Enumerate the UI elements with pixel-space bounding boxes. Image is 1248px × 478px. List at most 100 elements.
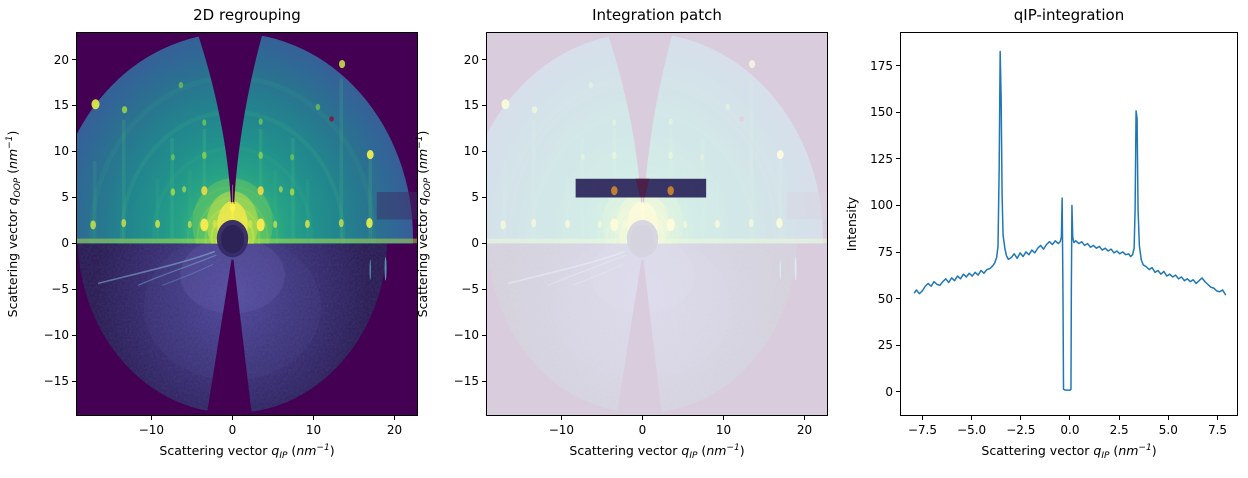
y-tick-mark xyxy=(896,111,900,113)
patch-spot xyxy=(611,186,618,196)
x-tick-mark xyxy=(150,416,152,420)
axis-label-segment: −1 xyxy=(415,135,425,149)
axis-label-segment: −1 xyxy=(726,443,740,453)
y-tick-mark xyxy=(896,298,900,300)
y-tick-mark xyxy=(72,334,76,336)
axis-label-segment: Scattering vector xyxy=(5,205,20,318)
y-tick-label: 20 xyxy=(53,52,69,67)
detector-image-faded xyxy=(487,33,827,415)
axes-2d-regrouping xyxy=(76,32,418,416)
x-tick-label: 0 xyxy=(638,423,647,437)
intensity-profile-line xyxy=(913,50,1227,391)
y-tick-mark xyxy=(72,150,76,152)
axis-label-segment: −1 xyxy=(5,135,15,149)
y-tick-label: 150 xyxy=(870,105,893,120)
axis-label-segment: nm xyxy=(1118,443,1139,458)
y-tick-label: 10 xyxy=(463,144,479,159)
axis-label-segment: ( xyxy=(697,443,707,458)
x-tick-mark xyxy=(560,416,562,420)
axis-label-segment: IP xyxy=(1101,451,1110,461)
x-tick-mark xyxy=(641,416,643,420)
patch-wedge-shadow xyxy=(635,178,650,198)
axis-label-segment: Scattering vector xyxy=(415,205,430,318)
x-tick-label: 10 xyxy=(715,423,732,437)
x-tick-label: −10 xyxy=(548,423,575,437)
x-tick-label: 0 xyxy=(228,423,237,437)
plot-title-integration-patch: Integration patch xyxy=(592,6,722,24)
y-tick-mark xyxy=(72,59,76,61)
y-tick-label: −15 xyxy=(43,374,69,389)
axes-qip-integration xyxy=(900,32,1238,416)
y-tick-mark xyxy=(482,150,486,152)
x-axis-label-qip: Scattering vector qIP (nm−1) xyxy=(76,440,418,464)
axis-label-segment: nm xyxy=(296,443,317,458)
axis-label-segment: IP xyxy=(279,451,288,461)
y-tick-mark xyxy=(72,380,76,382)
y-tick-label: −10 xyxy=(453,328,479,343)
y-tick-label: 0 xyxy=(61,236,69,251)
axis-label-segment: ( xyxy=(1109,443,1119,458)
axis-label-segment: ) xyxy=(329,443,335,458)
x-tick-mark xyxy=(1118,416,1120,420)
y-tick-label: 5 xyxy=(471,190,479,205)
axis-label-segment: Scattering vector xyxy=(569,443,682,458)
y-tick-label: 10 xyxy=(53,144,69,159)
patch-visible-spots xyxy=(611,186,674,196)
axis-label-segment: Scattering vector xyxy=(159,443,272,458)
plot-title-qip-integration: qIP-integration xyxy=(1013,6,1125,24)
axes-integration-patch xyxy=(486,32,828,416)
y-tick-label: 0 xyxy=(471,236,479,251)
x-tick-label: 20 xyxy=(386,423,403,437)
plot-title-2d-regrouping: 2D regrouping xyxy=(193,6,301,24)
y-tick-label: −5 xyxy=(51,282,69,297)
y-tick-label: 15 xyxy=(53,98,69,113)
y-tick-mark xyxy=(72,104,76,106)
y-tick-mark xyxy=(482,380,486,382)
axis-label-segment: ( xyxy=(5,168,20,178)
x-tick-label: 7.5 xyxy=(1207,423,1228,437)
x-tick-mark xyxy=(1167,416,1169,420)
y-tick-label: 25 xyxy=(877,338,893,353)
y-tick-mark xyxy=(896,65,900,67)
y-tick-mark xyxy=(482,196,486,198)
axis-label-segment: ( xyxy=(415,168,430,178)
x-tick-mark xyxy=(921,416,923,420)
y-tick-label: 75 xyxy=(877,245,893,260)
x-tick-label: 20 xyxy=(796,423,813,437)
patch-spot xyxy=(667,186,674,196)
y-tick-label: 15 xyxy=(463,98,479,113)
x-tick-mark xyxy=(1020,416,1022,420)
x-tick-label: 0.0 xyxy=(1060,423,1080,437)
axis-label-segment: ) xyxy=(739,443,745,458)
axis-label-segment: q xyxy=(271,443,280,458)
y-tick-label: 100 xyxy=(870,198,893,213)
y-tick-mark xyxy=(482,242,486,244)
intensity-profile-chart xyxy=(913,50,1227,391)
axis-label-segment: IP xyxy=(689,451,698,461)
axis-label-segment: ) xyxy=(415,130,430,136)
y-tick-label: 50 xyxy=(877,291,893,306)
axis-label-segment: −1 xyxy=(1138,443,1152,453)
axis-label-segment: ( xyxy=(287,443,297,458)
y-tick-mark xyxy=(896,344,900,346)
axis-label-segment: −1 xyxy=(316,443,330,453)
y-tick-label: 125 xyxy=(870,151,893,166)
axis-label-segment: ) xyxy=(1151,443,1157,458)
y-tick-label: −5 xyxy=(461,282,479,297)
y-tick-label: −10 xyxy=(43,328,69,343)
y-tick-mark xyxy=(482,104,486,106)
y-tick-mark xyxy=(72,288,76,290)
x-tick-label: 10 xyxy=(305,423,322,437)
x-tick-label: −2.5 xyxy=(1006,423,1036,437)
y-tick-label: 175 xyxy=(870,58,893,73)
x-tick-mark xyxy=(971,416,973,420)
y-tick-label: 5 xyxy=(61,190,69,205)
x-axis-label-qip: Scattering vector qIP (nm−1) xyxy=(486,440,828,464)
y-tick-mark xyxy=(482,59,486,61)
y-tick-mark xyxy=(72,242,76,244)
x-tick-mark xyxy=(393,416,395,420)
axis-label-segment: Scattering vector xyxy=(981,443,1094,458)
y-tick-mark xyxy=(72,196,76,198)
x-axis-label-qip: Scattering vector qIP (nm−1) xyxy=(900,440,1238,464)
